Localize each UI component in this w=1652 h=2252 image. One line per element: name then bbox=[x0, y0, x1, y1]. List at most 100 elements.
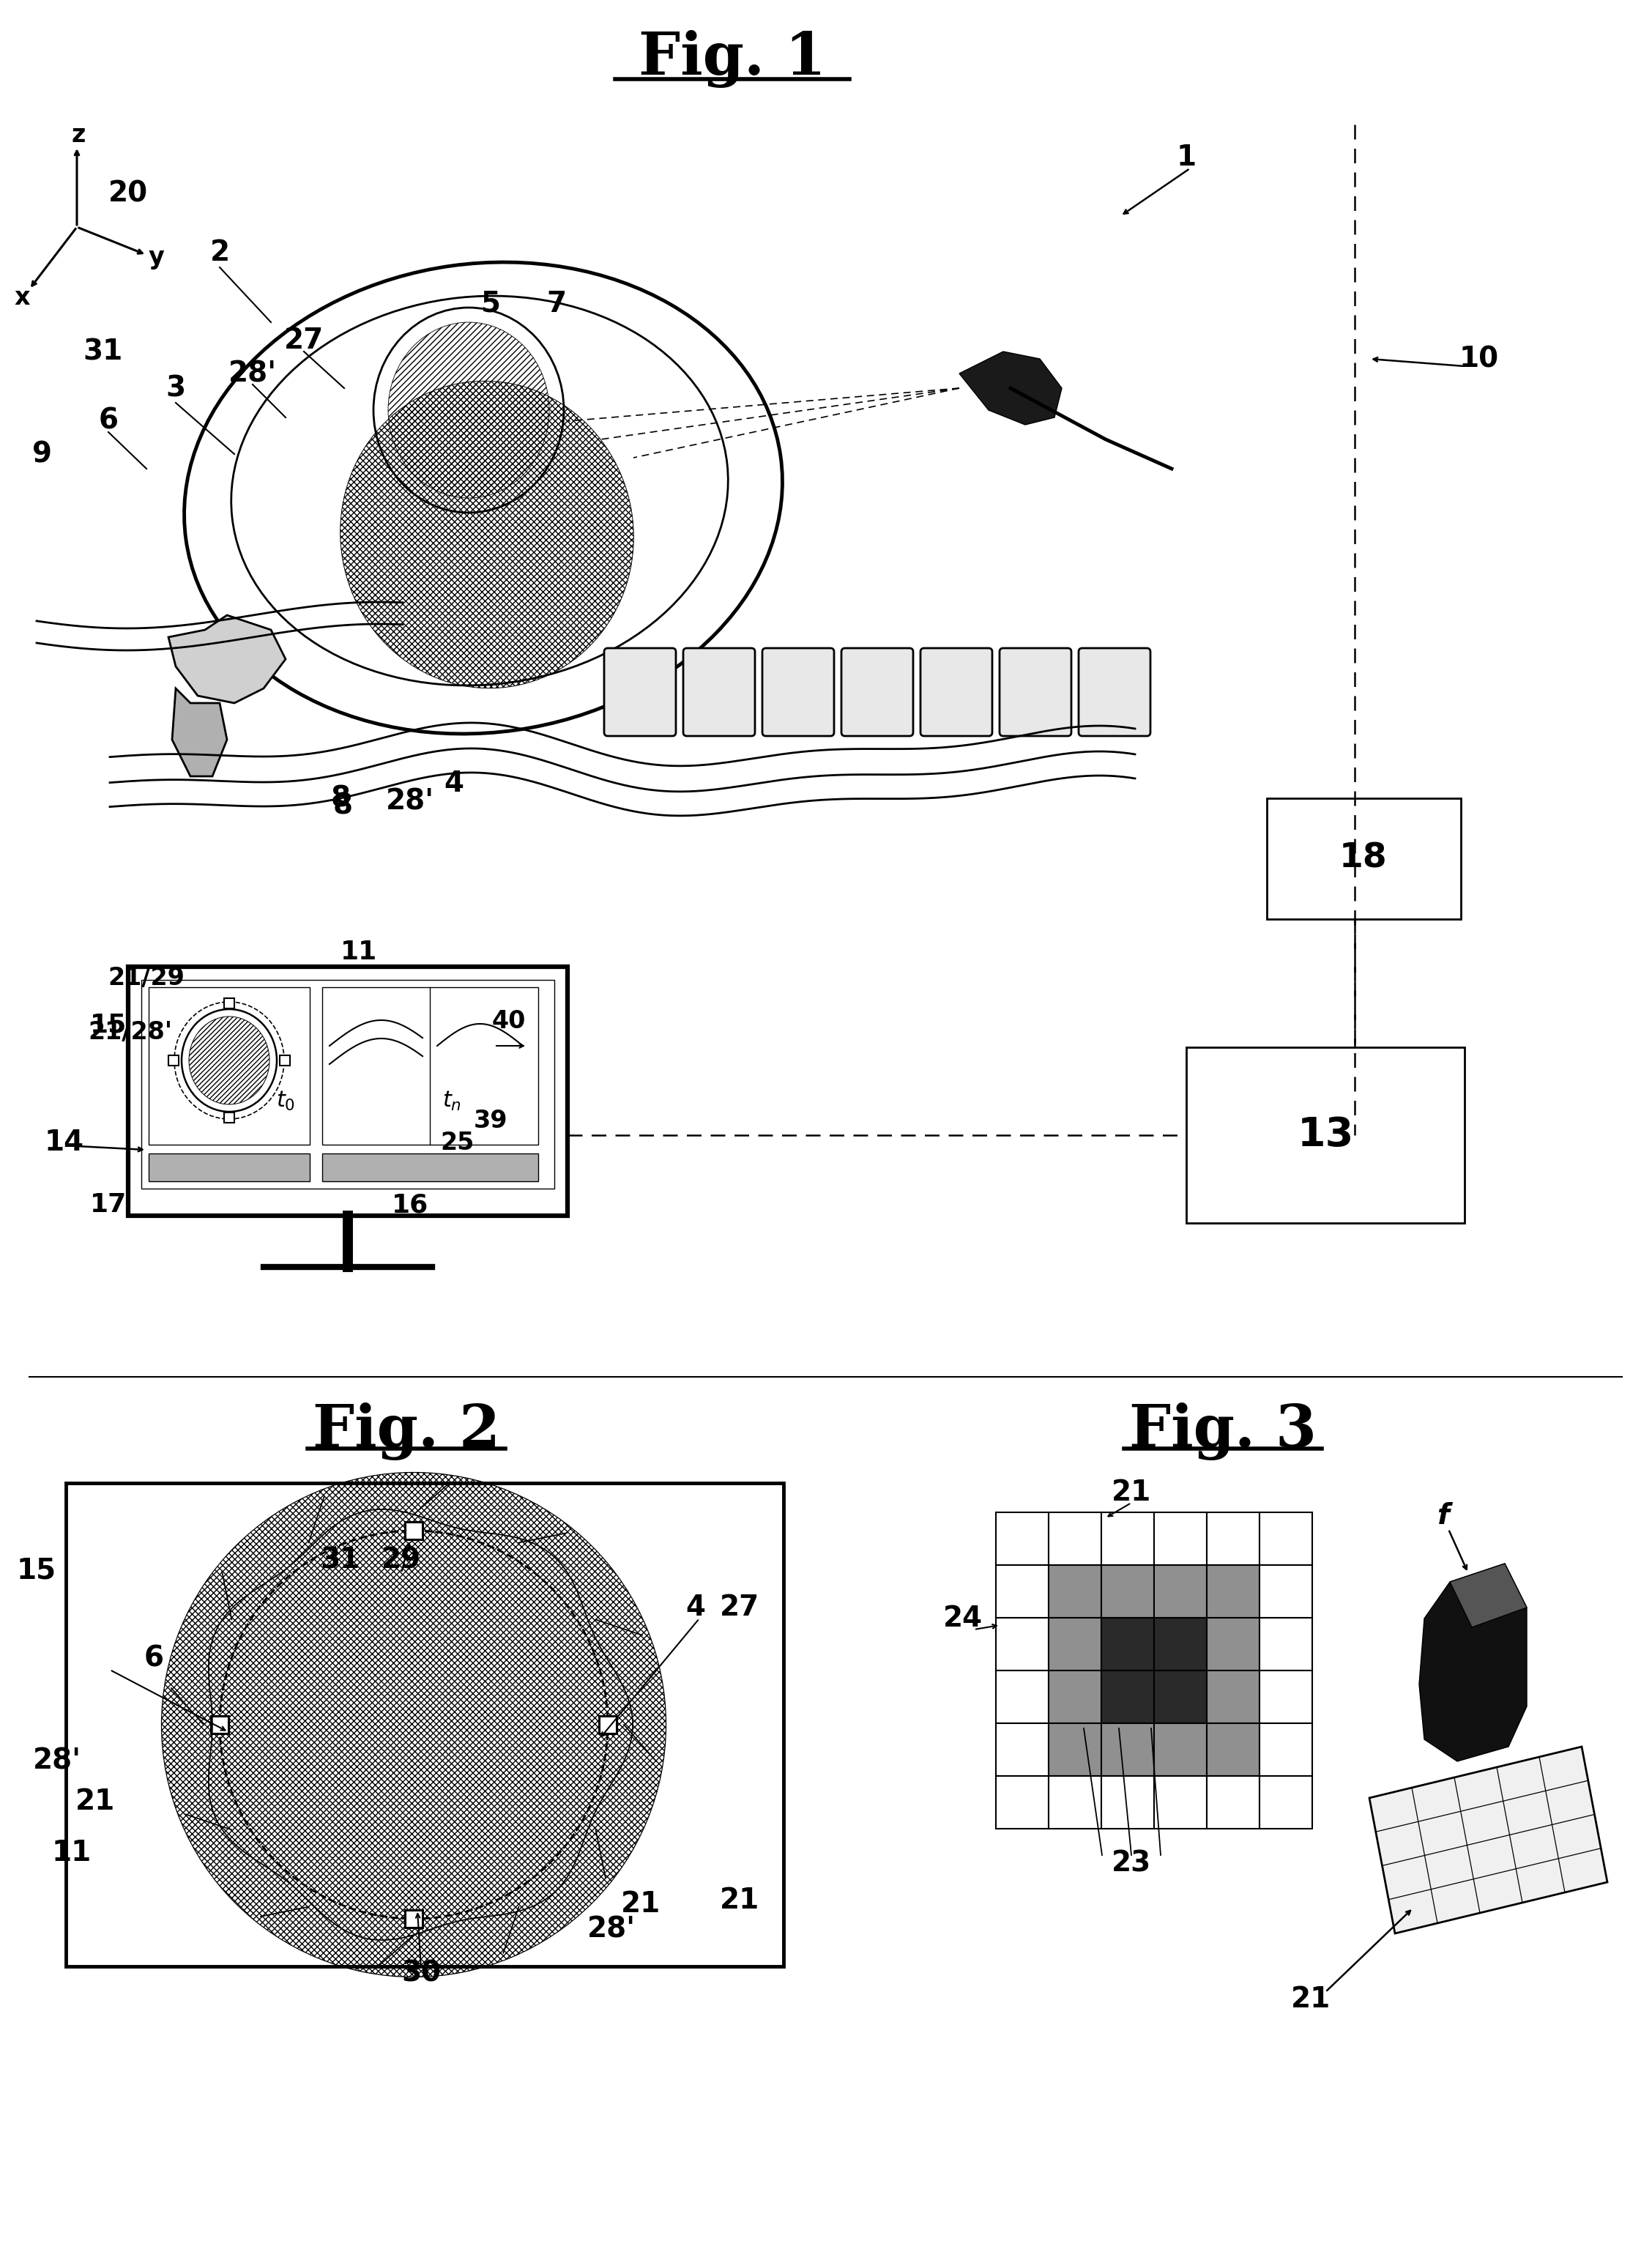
FancyBboxPatch shape bbox=[149, 986, 311, 1144]
FancyBboxPatch shape bbox=[225, 998, 235, 1009]
Polygon shape bbox=[1450, 1563, 1526, 1628]
FancyBboxPatch shape bbox=[600, 1716, 616, 1734]
FancyBboxPatch shape bbox=[1155, 1723, 1206, 1777]
FancyBboxPatch shape bbox=[1259, 1617, 1312, 1671]
Text: 8: 8 bbox=[332, 793, 352, 820]
FancyBboxPatch shape bbox=[1102, 1513, 1155, 1565]
Text: 11: 11 bbox=[51, 1840, 91, 1867]
Text: 21: 21 bbox=[621, 1889, 661, 1919]
Text: $t_0$: $t_0$ bbox=[276, 1090, 296, 1112]
Text: $t_n$: $t_n$ bbox=[443, 1090, 461, 1112]
FancyBboxPatch shape bbox=[1259, 1723, 1312, 1777]
FancyBboxPatch shape bbox=[142, 980, 555, 1189]
FancyBboxPatch shape bbox=[322, 986, 539, 1144]
FancyBboxPatch shape bbox=[996, 1777, 1049, 1829]
Polygon shape bbox=[172, 689, 226, 777]
Text: 27: 27 bbox=[720, 1594, 760, 1621]
Text: 21/29: 21/29 bbox=[107, 966, 185, 991]
FancyBboxPatch shape bbox=[996, 1671, 1049, 1723]
Text: 15: 15 bbox=[89, 1013, 127, 1038]
Text: 28': 28' bbox=[586, 1916, 636, 1943]
FancyBboxPatch shape bbox=[1049, 1777, 1102, 1829]
FancyBboxPatch shape bbox=[684, 649, 755, 736]
Text: 21/28': 21/28' bbox=[88, 1020, 172, 1045]
Text: 28': 28' bbox=[387, 788, 434, 815]
Text: 31: 31 bbox=[83, 338, 122, 365]
FancyBboxPatch shape bbox=[169, 1056, 178, 1065]
Text: 9: 9 bbox=[33, 439, 53, 468]
FancyBboxPatch shape bbox=[1102, 1617, 1155, 1671]
Text: 15: 15 bbox=[17, 1556, 56, 1585]
FancyBboxPatch shape bbox=[1206, 1723, 1259, 1777]
Text: 39: 39 bbox=[474, 1108, 507, 1133]
FancyBboxPatch shape bbox=[1049, 1565, 1102, 1617]
Text: 8: 8 bbox=[330, 784, 350, 813]
FancyBboxPatch shape bbox=[1155, 1671, 1206, 1723]
FancyBboxPatch shape bbox=[1206, 1513, 1259, 1565]
FancyBboxPatch shape bbox=[996, 1723, 1049, 1777]
FancyBboxPatch shape bbox=[1102, 1723, 1155, 1777]
Polygon shape bbox=[169, 615, 286, 703]
Polygon shape bbox=[1419, 1563, 1526, 1761]
FancyBboxPatch shape bbox=[405, 1522, 423, 1540]
FancyBboxPatch shape bbox=[1049, 1617, 1102, 1671]
FancyBboxPatch shape bbox=[1049, 1671, 1102, 1723]
FancyBboxPatch shape bbox=[1155, 1565, 1206, 1617]
FancyBboxPatch shape bbox=[1206, 1565, 1259, 1617]
FancyBboxPatch shape bbox=[211, 1716, 228, 1734]
FancyBboxPatch shape bbox=[1259, 1513, 1312, 1565]
Text: 13: 13 bbox=[1297, 1115, 1353, 1155]
Text: 7: 7 bbox=[547, 291, 567, 318]
Text: 24: 24 bbox=[943, 1606, 983, 1633]
FancyBboxPatch shape bbox=[1259, 1777, 1312, 1829]
Text: f: f bbox=[1436, 1502, 1449, 1529]
Text: Fig. 2: Fig. 2 bbox=[312, 1403, 501, 1462]
FancyBboxPatch shape bbox=[1206, 1777, 1259, 1829]
FancyBboxPatch shape bbox=[405, 1910, 423, 1928]
Text: 21: 21 bbox=[720, 1887, 760, 1914]
FancyBboxPatch shape bbox=[149, 1153, 311, 1182]
FancyBboxPatch shape bbox=[1259, 1671, 1312, 1723]
FancyBboxPatch shape bbox=[920, 649, 993, 736]
FancyBboxPatch shape bbox=[999, 649, 1070, 736]
FancyBboxPatch shape bbox=[605, 649, 676, 736]
Text: 3: 3 bbox=[165, 374, 185, 403]
Text: 1: 1 bbox=[1176, 144, 1196, 171]
Text: z: z bbox=[71, 124, 86, 149]
FancyBboxPatch shape bbox=[1079, 649, 1150, 736]
Text: 21: 21 bbox=[1112, 1480, 1151, 1507]
Text: 40: 40 bbox=[492, 1009, 525, 1034]
Text: 4: 4 bbox=[444, 770, 464, 797]
FancyBboxPatch shape bbox=[129, 966, 568, 1216]
Text: 27: 27 bbox=[284, 327, 324, 354]
Text: 29: 29 bbox=[382, 1547, 421, 1574]
Text: x: x bbox=[15, 286, 30, 311]
Text: 21: 21 bbox=[1290, 1986, 1330, 2013]
Text: y: y bbox=[149, 245, 164, 270]
Polygon shape bbox=[1370, 1748, 1607, 1934]
FancyBboxPatch shape bbox=[1206, 1617, 1259, 1671]
FancyBboxPatch shape bbox=[225, 1112, 235, 1124]
FancyBboxPatch shape bbox=[996, 1617, 1049, 1671]
FancyBboxPatch shape bbox=[1049, 1513, 1102, 1565]
Text: 25: 25 bbox=[441, 1131, 474, 1155]
Polygon shape bbox=[960, 351, 1062, 426]
Text: 2: 2 bbox=[210, 239, 230, 266]
FancyBboxPatch shape bbox=[279, 1056, 291, 1065]
Text: 18: 18 bbox=[1340, 842, 1388, 874]
FancyBboxPatch shape bbox=[1259, 1565, 1312, 1617]
FancyBboxPatch shape bbox=[762, 649, 834, 736]
Text: 28': 28' bbox=[33, 1748, 81, 1775]
FancyBboxPatch shape bbox=[66, 1484, 783, 1966]
FancyBboxPatch shape bbox=[1102, 1565, 1155, 1617]
Text: 10: 10 bbox=[1459, 345, 1498, 374]
Text: 31: 31 bbox=[320, 1547, 360, 1574]
FancyBboxPatch shape bbox=[1102, 1777, 1155, 1829]
Text: 21: 21 bbox=[76, 1788, 116, 1815]
FancyBboxPatch shape bbox=[1267, 797, 1460, 919]
FancyBboxPatch shape bbox=[996, 1513, 1049, 1565]
FancyBboxPatch shape bbox=[1206, 1671, 1259, 1723]
Text: 6: 6 bbox=[99, 408, 119, 435]
FancyBboxPatch shape bbox=[1102, 1671, 1155, 1723]
FancyBboxPatch shape bbox=[1155, 1513, 1206, 1565]
